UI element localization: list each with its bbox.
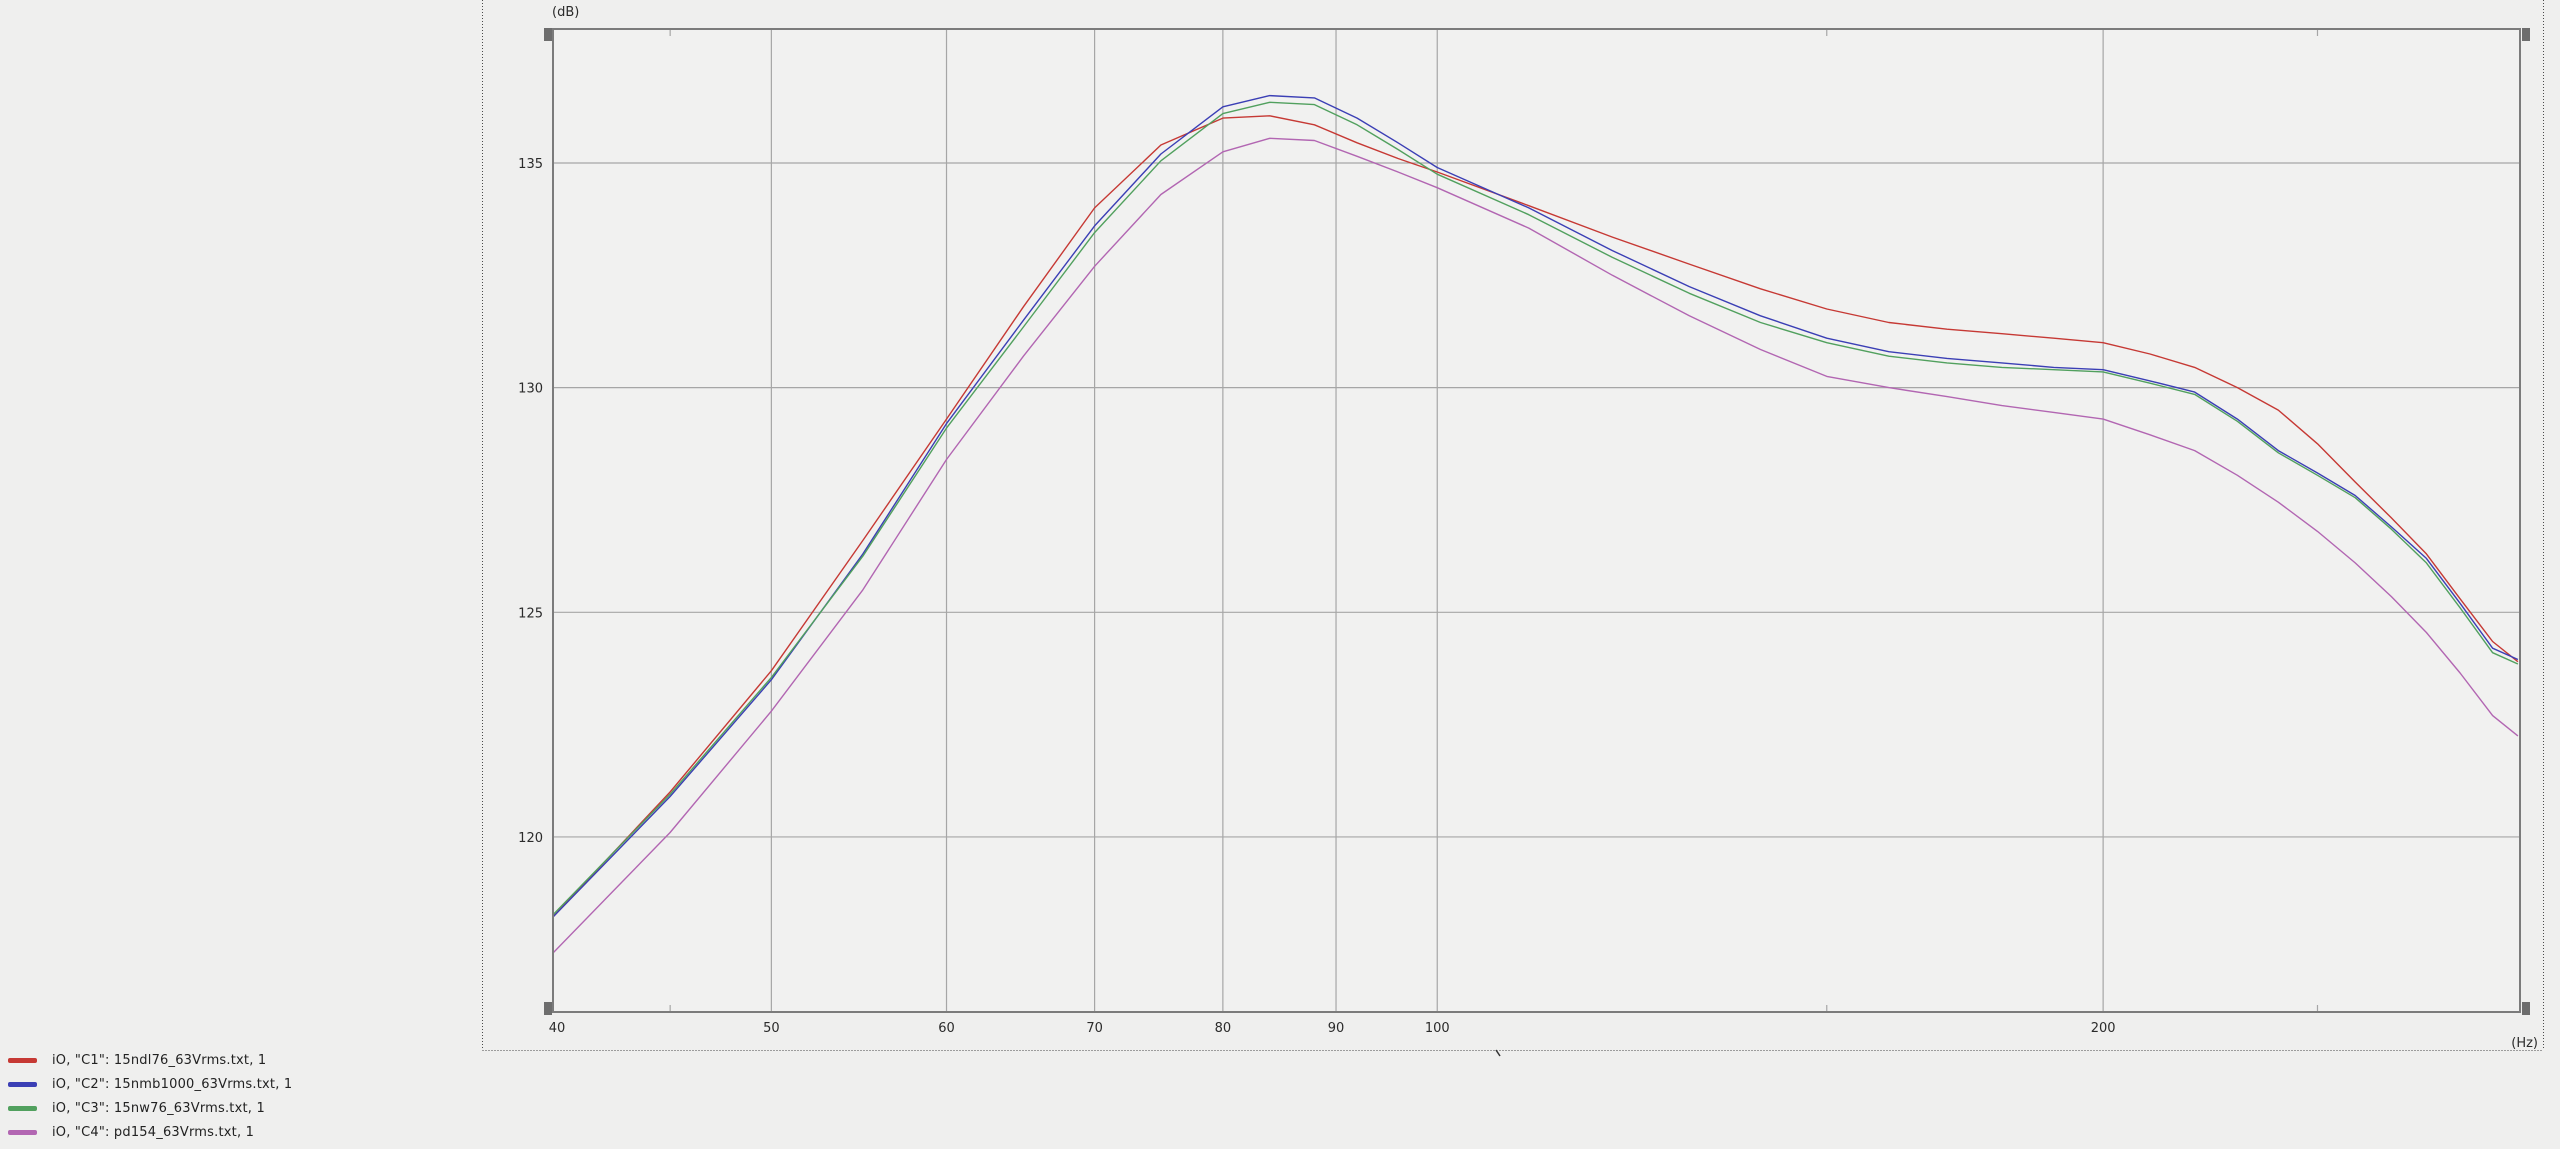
handle-top-right[interactable] [2522, 28, 2530, 41]
y-tick-label-135: 135 [518, 157, 543, 172]
x-tick-label-60: 60 [938, 1021, 955, 1036]
handle-top-left[interactable] [544, 28, 552, 41]
x-tick-label-100: 100 [1425, 1021, 1450, 1036]
y-axis-unit-label: (dB) [552, 5, 579, 20]
y-tick-label-125: 125 [518, 606, 543, 621]
plot-border [552, 28, 2521, 1013]
legend-swatch-C2 [8, 1082, 37, 1087]
chart-legend: iO, "C1": 15ndl76_63Vrms.txt, 1 iO, "C2":… [8, 1052, 292, 1141]
legend-item-C4[interactable]: iO, "C4": pd154_63Vrms.txt, 1 [8, 1124, 292, 1141]
curve-C3 [553, 101, 2519, 916]
legend-label-C3: iO, "C3": 15nw76_63Vrms.txt, 1 [52, 1101, 265, 1116]
legend-label-C2: iO, "C2": 15nmb1000_63Vrms.txt, 1 [52, 1077, 293, 1092]
curve-C1 [553, 115, 2519, 918]
legend-swatch-C1 [8, 1058, 37, 1063]
y-tick-label-120: 120 [518, 831, 543, 846]
x-tick-label-50: 50 [763, 1021, 780, 1036]
curve-C2 [553, 94, 2519, 918]
plot-area[interactable] [553, 29, 2520, 1012]
x-tick-label-200: 200 [2091, 1021, 2116, 1036]
cursor-mark [1495, 1049, 1501, 1057]
curve-C4 [553, 137, 2519, 954]
y-tick-label-130: 130 [518, 382, 543, 397]
handle-bottom-left[interactable] [544, 1002, 552, 1015]
x-tick-label-80: 80 [1215, 1021, 1232, 1036]
handle-bottom-right[interactable] [2522, 1002, 2530, 1015]
legend-item-C3[interactable]: iO, "C3": 15nw76_63Vrms.txt, 1 [8, 1100, 292, 1117]
x-axis-unit-label: (Hz) [2511, 1036, 2538, 1051]
legend-item-C2[interactable]: iO, "C2": 15nmb1000_63Vrms.txt, 1 [8, 1076, 292, 1093]
legend-swatch-C4 [8, 1130, 37, 1135]
legend-label-C4: iO, "C4": pd154_63Vrms.txt, 1 [52, 1125, 255, 1140]
legend-item-C1[interactable]: iO, "C1": 15ndl76_63Vrms.txt, 1 [8, 1052, 292, 1069]
series-group [553, 94, 2519, 954]
x-tick-label-40: 40 [549, 1021, 566, 1036]
legend-swatch-C3 [8, 1106, 37, 1111]
x-tick-label-90: 90 [1328, 1021, 1345, 1036]
x-tick-label-70: 70 [1086, 1021, 1103, 1036]
legend-label-C1: iO, "C1": 15ndl76_63Vrms.txt, 1 [52, 1053, 267, 1068]
